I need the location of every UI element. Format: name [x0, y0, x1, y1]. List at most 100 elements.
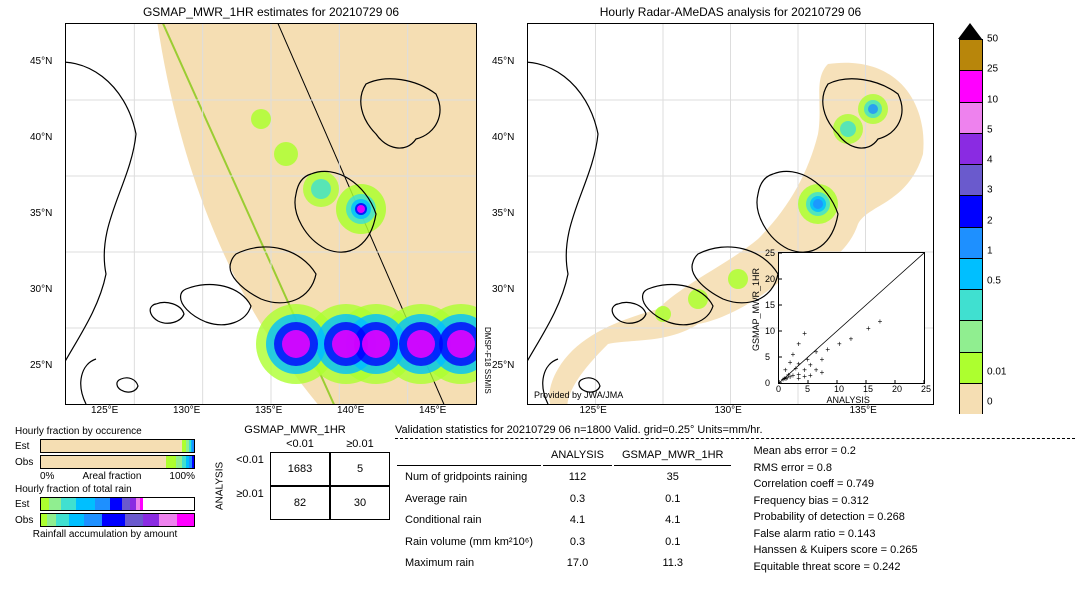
- scatter-ytick: 20: [765, 274, 775, 284]
- ytick: 30°N: [30, 284, 52, 295]
- frac-bars-2: Est Obs: [15, 497, 195, 527]
- svg-text:+: +: [814, 347, 819, 356]
- svg-text:+: +: [796, 340, 801, 349]
- frac-seg: [125, 514, 143, 526]
- svg-text:+: +: [814, 366, 819, 375]
- frac-seg: [143, 514, 158, 526]
- scatter-ylabel: GSMAP_MWR_1HR: [751, 268, 761, 351]
- colorbar-seg: [959, 195, 983, 226]
- frac-seg: [47, 514, 56, 526]
- stats-metric: Hanssen & Kuipers score = 0.265: [753, 542, 917, 559]
- stats-metric: Frequency bias = 0.312: [753, 493, 917, 510]
- contingency-panel: GSMAP_MWR_1HR <0.01≥0.01ANALYSIS<0.01168…: [210, 424, 380, 575]
- ytick: 35°N: [492, 208, 514, 219]
- stats-metric: Probability of detection = 0.268: [753, 509, 917, 526]
- frac-seg: [84, 514, 102, 526]
- frac-row-label: Obs: [15, 515, 40, 526]
- colorbar-label: 10: [987, 94, 998, 105]
- ct-cell: 5: [330, 452, 390, 486]
- stats-hdr: GSMAP_MWR_1HR: [614, 445, 731, 466]
- colorbar-label: 3: [987, 185, 993, 196]
- frac-seg: [159, 514, 177, 526]
- svg-text:+: +: [802, 329, 807, 338]
- svg-text:+: +: [788, 358, 793, 367]
- scatter-xtick: 20: [892, 384, 902, 394]
- stats-cell: Average rain: [397, 489, 541, 508]
- svg-text:+: +: [825, 345, 830, 354]
- stats-metric: Correlation coeff = 0.749: [753, 476, 917, 493]
- frac-row: Est: [15, 497, 195, 511]
- stats-title: Validation statistics for 20210729 06 n=…: [395, 424, 1075, 439]
- stats-cell: 0.1: [614, 532, 731, 551]
- frac-x0: 0%: [40, 471, 54, 482]
- svg-text:+: +: [820, 355, 825, 364]
- colorbar-seg: [959, 102, 983, 133]
- scatter-xtick: 25: [921, 384, 931, 394]
- fraction-panel: Hourly fraction by occurence Est Obs 0% A…: [15, 424, 195, 575]
- ct-vlabel: ANALYSIS: [210, 452, 230, 520]
- stats-cell: 4.1: [543, 511, 612, 530]
- scatter-xtick: 0: [776, 384, 781, 394]
- ct-title: GSMAP_MWR_1HR: [210, 424, 380, 436]
- colorbar-label: 1: [987, 245, 993, 256]
- svg-text:+: +: [808, 360, 813, 369]
- frac-seg: [166, 456, 175, 468]
- frac-seg: [61, 498, 76, 510]
- ytick: 25°N: [30, 360, 52, 371]
- frac-seg: [122, 498, 130, 510]
- scatter-xtick: 10: [834, 384, 844, 394]
- scatter-ytick: 15: [765, 300, 775, 310]
- svg-text:+: +: [820, 368, 825, 377]
- frac-seg: [56, 514, 68, 526]
- xtick: 140°E: [337, 405, 364, 416]
- frac-seg: [49, 498, 61, 510]
- stats-cell: 11.3: [614, 553, 731, 573]
- colorbar-top-arrow: [958, 23, 982, 39]
- scatter-xtick: 15: [863, 384, 873, 394]
- xtick: 145°E: [419, 405, 446, 416]
- map2-box: Provided by JWA/JMA ++++++++++++++++++++…: [527, 23, 934, 405]
- frac-seg: [143, 498, 193, 510]
- frac-seg: [41, 440, 182, 452]
- stats-panel: Validation statistics for 20210729 06 n=…: [395, 424, 1075, 575]
- frac-caption: Rainfall accumulation by amount: [15, 529, 195, 540]
- svg-text:+: +: [796, 374, 801, 383]
- ct-cell: 82: [270, 486, 330, 520]
- stats-cell: 4.1: [614, 511, 731, 530]
- bottom-row: Hourly fraction by occurence Est Obs 0% A…: [5, 424, 1075, 575]
- colorbar-seg: [959, 352, 983, 383]
- colorbar-label: 0.01: [987, 366, 1006, 377]
- stats-cell: 35: [614, 468, 731, 487]
- ct-col-hdr: ≥0.01: [330, 436, 390, 452]
- frac-seg: [95, 498, 110, 510]
- scatter-ytick: 25: [765, 248, 775, 258]
- scatter-ytick: 0: [765, 378, 770, 388]
- frac-seg: [192, 440, 194, 452]
- stats-cell: Num of gridpoints raining: [397, 468, 541, 487]
- svg-text:+: +: [837, 340, 842, 349]
- xtick: 135°E: [850, 405, 877, 416]
- frac-row-label: Obs: [15, 457, 40, 468]
- frac-title-2: Hourly fraction of total rain: [15, 484, 195, 495]
- frac-seg: [69, 514, 84, 526]
- svg-text:+: +: [866, 324, 871, 333]
- colorbar-seg: [959, 258, 983, 289]
- colorbar-seg: [959, 227, 983, 258]
- frac-bar: [40, 513, 195, 527]
- stats-metric: False alarm ratio = 0.143: [753, 526, 917, 543]
- frac-xaxis: Areal fraction: [82, 471, 141, 482]
- frac-seg: [41, 456, 166, 468]
- stats-metric: Mean abs error = 0.2: [753, 443, 917, 460]
- colorbar-label: 25: [987, 64, 998, 75]
- colorbar-seg: [959, 70, 983, 101]
- colorbar-label: 0.5: [987, 276, 1001, 287]
- svg-text:+: +: [796, 359, 801, 368]
- stats-cell: 112: [543, 468, 612, 487]
- stats-metric: RMS error = 0.8: [753, 460, 917, 477]
- stats-cell: Conditional rain: [397, 511, 541, 530]
- map2-title: Hourly Radar-AMeDAS analysis for 2021072…: [527, 5, 934, 19]
- xtick: 125°E: [580, 405, 607, 416]
- map1-svg: [66, 24, 476, 404]
- xtick: 125°E: [91, 405, 118, 416]
- frac-title-1: Hourly fraction by occurence: [15, 426, 195, 437]
